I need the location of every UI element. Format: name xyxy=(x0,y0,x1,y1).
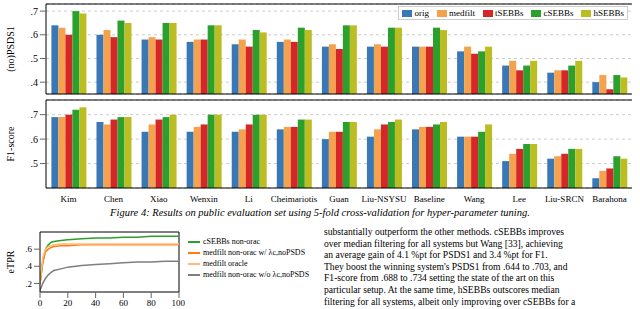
svg-text:Kim: Kim xyxy=(61,194,77,204)
html-text:particular setup. At the same: particular setup. At the same time, hSEB… xyxy=(324,284,560,295)
svg-text:60: 60 xyxy=(119,298,129,308)
html-text:substantially outperform the o: substantially outperform the other metho… xyxy=(324,226,565,237)
svg-text:.4: .4 xyxy=(31,77,39,88)
svg-text:Barahona: Barahona xyxy=(592,194,626,204)
svg-text:.5: .5 xyxy=(31,53,39,64)
svg-text:40: 40 xyxy=(91,298,101,308)
svg-text:80: 80 xyxy=(147,298,157,308)
svg-text:Guan: Guan xyxy=(329,194,349,204)
svg-text:Wang: Wang xyxy=(464,194,485,204)
html-text:tSEBBs: tSEBBs xyxy=(495,8,524,18)
svg-text:20: 20 xyxy=(63,298,73,308)
html-text:orig: orig xyxy=(414,8,429,18)
svg-text:Baseline: Baseline xyxy=(414,194,445,204)
html-text:cSEBBs non-orac: cSEBBs non-orac xyxy=(203,237,261,246)
svg-text:F1-score: F1-score xyxy=(8,126,16,162)
svg-text:.6: .6 xyxy=(31,29,39,40)
svg-text:Lee: Lee xyxy=(513,194,527,204)
html-text:They boost the winning system': They boost the winning system's PSDS1 fr… xyxy=(324,260,568,272)
svg-text:eTPR: eTPR xyxy=(8,250,16,273)
html-text:hSEBBs: hSEBBs xyxy=(593,8,624,18)
svg-text:.5: .5 xyxy=(31,158,39,169)
html-text:filtering for all systems, alb: filtering for all systems, albeit only i… xyxy=(324,295,576,307)
svg-text:0: 0 xyxy=(38,298,43,308)
svg-text:.4: .4 xyxy=(25,261,32,271)
html-text:medfilt oracle: medfilt oracle xyxy=(203,259,248,268)
svg-text:(no)PSDS1: (no)PSDS1 xyxy=(8,26,17,72)
svg-text:.2: .2 xyxy=(25,279,32,289)
svg-text:Liu-NSYSU: Liu-NSYSU xyxy=(362,194,408,204)
svg-text:.7: .7 xyxy=(31,109,39,120)
html-text:F1-score from .688 to .734 set: F1-score from .688 to .734 setting the s… xyxy=(324,272,555,284)
html-text:over median filtering for all: over median filtering for all systems bu… xyxy=(324,237,563,249)
html-text:medfilt non-orac w/o λc,noPSDS: medfilt non-orac w/o λc,noPSDS xyxy=(203,270,310,279)
svg-text:Li: Li xyxy=(245,194,253,204)
svg-text:Wenxin: Wenxin xyxy=(190,194,218,204)
svg-text:.6: .6 xyxy=(31,134,39,145)
svg-text:Cheimariotis: Cheimariotis xyxy=(271,194,318,204)
html-text:medfilt: medfilt xyxy=(449,8,475,18)
svg-text:Chen: Chen xyxy=(104,194,123,204)
svg-text:.7: .7 xyxy=(31,6,39,17)
html-text:Figure 4: Results on public ev: Figure 4: Results on public evaluation s… xyxy=(110,207,530,218)
svg-text:.6: .6 xyxy=(25,244,32,254)
svg-text:100: 100 xyxy=(172,298,186,308)
html-text:an average gain of 4.1 %pt for: an average gain of 4.1 %pt for PSDS1 and… xyxy=(324,249,548,261)
svg-text:Xiao: Xiao xyxy=(150,194,168,204)
html-text:cSEBBs: cSEBBs xyxy=(543,8,574,18)
svg-text:Liu-SRCN: Liu-SRCN xyxy=(545,194,585,204)
html-text:medfilt non-orac w/ λc,noPSDS: medfilt non-orac w/ λc,noPSDS xyxy=(203,248,306,257)
